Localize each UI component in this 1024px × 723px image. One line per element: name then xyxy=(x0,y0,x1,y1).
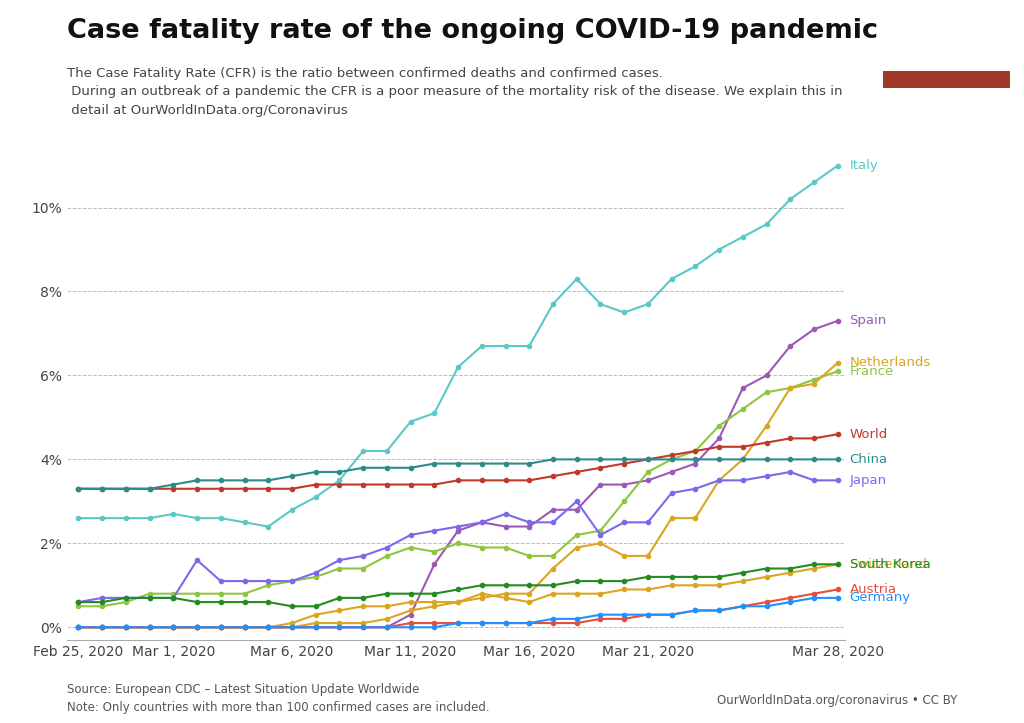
Text: Source: European CDC – Latest Situation Update Worldwide: Source: European CDC – Latest Situation … xyxy=(67,683,419,696)
Text: detail at OurWorldInData.org/Coronavirus: detail at OurWorldInData.org/Coronavirus xyxy=(67,104,347,117)
Text: Note: Only countries with more than 100 confirmed cases are included.: Note: Only countries with more than 100 … xyxy=(67,701,489,714)
Text: France: France xyxy=(850,364,894,377)
Text: OurWorldInData.org/coronavirus • CC BY: OurWorldInData.org/coronavirus • CC BY xyxy=(717,694,957,707)
Text: The Case Fatality Rate (CFR) is the ratio between confirmed deaths and confirmed: The Case Fatality Rate (CFR) is the rati… xyxy=(67,67,663,80)
Text: in Data: in Data xyxy=(923,46,970,59)
Text: Italy: Italy xyxy=(850,159,879,172)
Text: Austria: Austria xyxy=(850,583,897,596)
Text: During an outbreak of a pandemic the CFR is a poor measure of the mortality risk: During an outbreak of a pandemic the CFR… xyxy=(67,85,842,98)
Text: Germany: Germany xyxy=(850,591,910,604)
Text: World: World xyxy=(850,428,888,441)
FancyBboxPatch shape xyxy=(883,71,1010,88)
Text: Case fatality rate of the ongoing COVID-19 pandemic: Case fatality rate of the ongoing COVID-… xyxy=(67,18,878,44)
Text: Our World: Our World xyxy=(912,25,980,38)
Text: Spain: Spain xyxy=(850,315,887,328)
Text: Japan: Japan xyxy=(850,474,887,487)
Text: Switzerland: Switzerland xyxy=(850,558,928,570)
Text: Netherlands: Netherlands xyxy=(850,356,931,369)
Text: South Korea: South Korea xyxy=(850,558,930,570)
Text: China: China xyxy=(850,453,888,466)
